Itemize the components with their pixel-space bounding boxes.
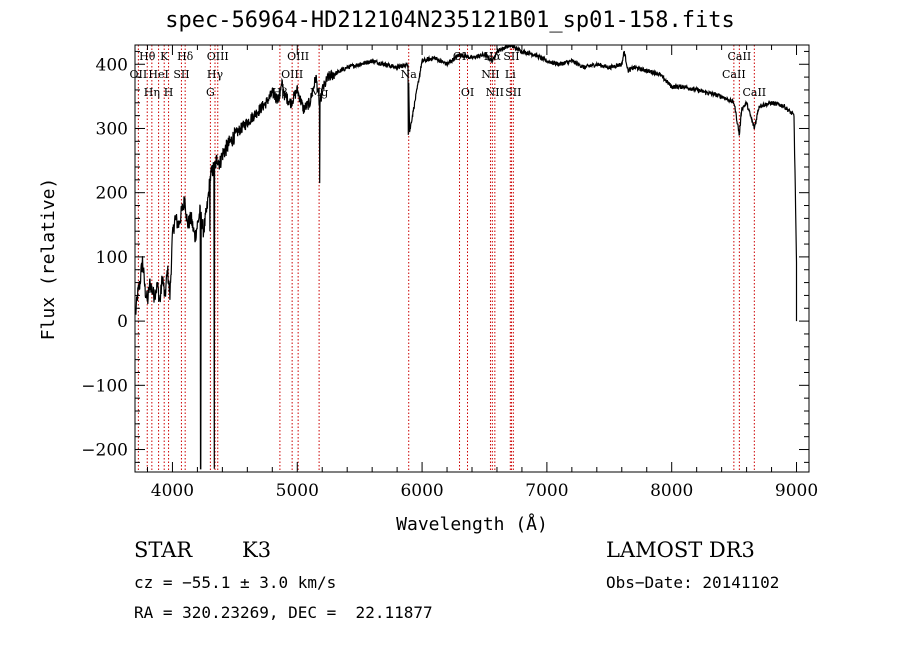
line-marker-label: OIII (207, 50, 229, 63)
line-marker-label: OIII (281, 68, 303, 81)
plot-frame (134, 44, 810, 473)
redshift-velocity: cz = −55.1 ± 3.0 km/s (134, 573, 337, 592)
line-marker-label: Li (505, 68, 516, 81)
spectrum-line (135, 45, 798, 470)
line-marker-label: Hη (144, 86, 160, 99)
line-marker-labels: OIIHθHηHeIKHSIIHδGHγOIIIHβOIIIOIIIMgNaOI… (130, 50, 767, 99)
line-markers (137, 45, 755, 472)
line-marker-label: CaII (742, 86, 766, 99)
object-subclass: K3 (242, 538, 272, 562)
observation-date: Obs−Date: 20141102 (606, 573, 780, 592)
y-tick-label: 300 (96, 119, 128, 139)
y-tick-label: 200 (96, 184, 128, 204)
line-marker-label: CaII (722, 68, 746, 81)
line-marker-label: OII (130, 68, 148, 81)
line-marker-label: OIII (287, 50, 309, 63)
line-marker-label: Hγ (207, 68, 224, 81)
y-axis-label: Flux (relative) (38, 178, 59, 341)
y-axis: −200 −100 0 100 200 300 400 (81, 50, 809, 463)
line-marker-label: NII (486, 86, 504, 99)
x-tick-label: 4000 (151, 481, 194, 501)
x-tick-label: 8000 (650, 481, 693, 501)
line-marker-label: SII (503, 50, 519, 63)
survey-name: LAMOST DR3 (606, 538, 755, 562)
line-marker-label: HeI (148, 68, 168, 81)
line-marker-label: Hδ (177, 50, 194, 63)
line-marker-label: SII (173, 68, 189, 81)
line-marker-label: NII (481, 68, 499, 81)
line-marker-label: K (160, 50, 169, 63)
x-tick-label: 7000 (525, 481, 568, 501)
y-tick-label: −200 (81, 441, 128, 461)
chart-title: spec-56964-HD212104N235121B01_sp01-158.f… (165, 8, 735, 33)
x-axis-label: Wavelength (Å) (396, 513, 548, 535)
line-marker-label: CaII (728, 50, 752, 63)
y-tick-label: −100 (81, 376, 128, 396)
x-tick-label: 5000 (276, 481, 319, 501)
line-marker-label: G (206, 86, 215, 99)
object-class: STAR (134, 538, 193, 562)
y-tick-label: 0 (117, 312, 128, 332)
y-tick-label: 400 (96, 55, 128, 75)
y-tick-label: 100 (96, 248, 128, 268)
line-marker-label: H (164, 86, 174, 99)
x-axis: 4000 5000 6000 7000 8000 9000 (146, 45, 818, 501)
line-marker-label: Hθ (139, 50, 156, 63)
coordinates: RA = 320.23269, DEC = 22.11877 (134, 603, 433, 622)
line-marker-label: Na (401, 68, 418, 81)
line-marker-label: OI (461, 86, 474, 99)
line-marker-label: SII (505, 86, 521, 99)
x-tick-label: 6000 (400, 481, 443, 501)
x-tick-label: 9000 (775, 481, 818, 501)
